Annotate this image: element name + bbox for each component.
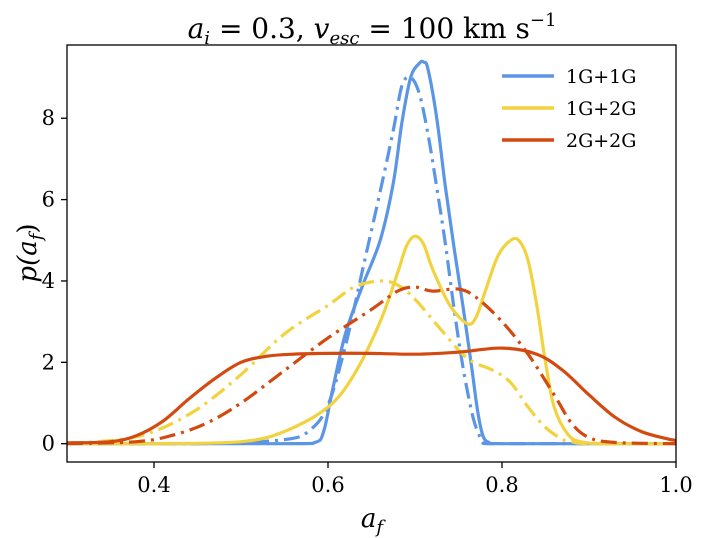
title-a-symbol: a — [188, 12, 205, 45]
title-v-symbol: v — [314, 12, 330, 45]
y-label-symbol: a — [13, 240, 43, 256]
series-line-1g-1g-0 — [67, 59, 676, 446]
x-tick-label: 1.0 — [659, 473, 692, 497]
series-line-2g-2g-4 — [67, 346, 676, 445]
series-line-dashdot-5 — [67, 285, 676, 446]
x-axis-label: af — [361, 504, 387, 538]
title-a-value: = 0.3, — [210, 12, 314, 45]
series-line-1g-2g-2 — [67, 234, 676, 446]
y-tick-label: 4 — [42, 269, 55, 293]
title-v-exponent: −1 — [530, 10, 557, 31]
y-label-suffix: ) — [13, 223, 43, 233]
legend: 1G+1G 1G+2G 2G+2G — [502, 66, 636, 152]
y-label-prefix: p( — [13, 255, 43, 283]
axes-frame — [66, 44, 677, 463]
x-tick-label: 0.4 — [137, 473, 170, 497]
x-tick-label: 0.8 — [485, 473, 518, 497]
axes: 0.4 0.6 0.8 1.0 0 2 4 6 8 — [42, 44, 693, 497]
legend-label: 1G+1G — [566, 66, 636, 88]
chart-title: ai = 0.3, vesc = 100 km s−1 — [188, 10, 557, 49]
series-line-dashdot-3 — [67, 279, 676, 446]
y-tick-label: 2 — [42, 350, 55, 374]
y-tick-label: 6 — [42, 188, 55, 212]
x-label-symbol: a — [361, 504, 377, 534]
legend-label: 2G+2G — [566, 130, 636, 152]
y-tick-label: 8 — [42, 106, 55, 130]
y-axis-label: p(af) — [13, 223, 47, 282]
title-a-subscript: i — [204, 28, 210, 49]
legend-label: 1G+2G — [566, 98, 636, 120]
x-label-subscript: f — [374, 517, 386, 538]
title-v-subscript: esc — [329, 28, 359, 49]
y-tick-label: 0 — [42, 432, 55, 456]
series-line-dashdot-1 — [67, 75, 676, 446]
x-tick-label: 0.6 — [311, 473, 344, 497]
title-v-value: = 100 km s — [359, 12, 529, 45]
plot-area — [67, 59, 676, 446]
